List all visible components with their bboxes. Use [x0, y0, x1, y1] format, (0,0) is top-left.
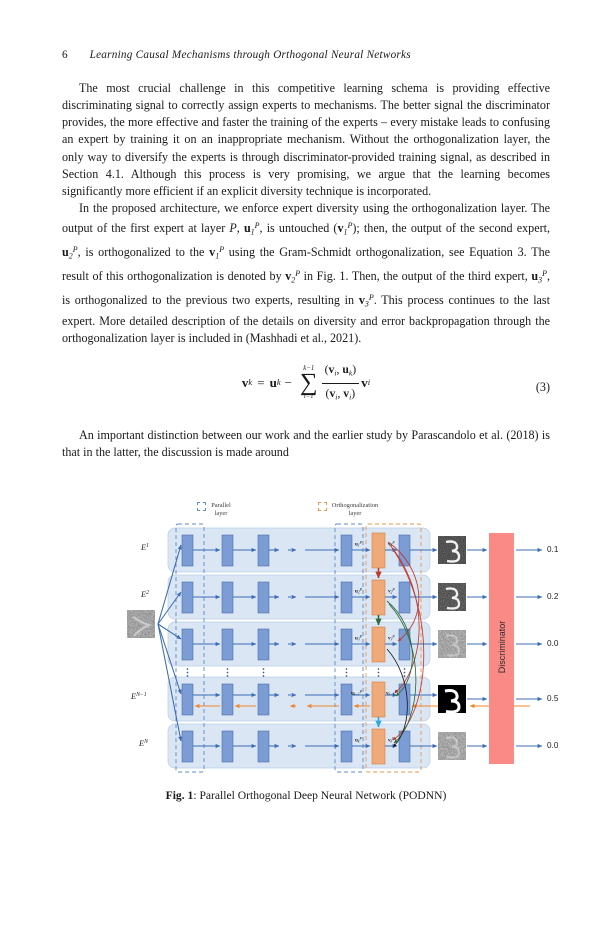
expert-label-5-sup: N — [144, 739, 148, 745]
expert-label-2: E2 — [141, 590, 149, 600]
running-head: 6 Learning Causal Mechanisms through Ort… — [62, 48, 550, 62]
discriminator-label: Discriminator — [497, 620, 507, 674]
running-title: Learning Causal Mechanisms through Ortho… — [89, 49, 411, 61]
legend-parallel-layer: Parallel layer — [182, 502, 246, 517]
u-label-5: ukP — [355, 737, 362, 744]
figure-caption: Fig. 1: Parallel Orthogonal Deep Neural … — [62, 789, 550, 802]
orthogonalization-block — [371, 579, 386, 616]
expert-row-4 — [181, 681, 530, 718]
u-label-3: u3P — [355, 635, 362, 642]
parallel-layer-swatch-icon — [197, 502, 207, 511]
expert-row-5 — [181, 728, 438, 765]
figure-1-diagram — [127, 523, 543, 773]
expert-output-images — [438, 536, 466, 760]
parallel-layer-dashed-boxes — [175, 523, 364, 773]
orthogonalization-dependency-arcs — [386, 541, 425, 748]
expert-bands — [167, 527, 431, 769]
digit-to-discriminator-arrows — [467, 547, 488, 749]
summation-operator: k−1 ∑ i=1 — [299, 364, 318, 400]
expert-rows — [181, 532, 530, 765]
discriminator-block — [489, 533, 514, 764]
expert-row-1 — [181, 532, 438, 569]
score-5: 0.0 — [547, 741, 559, 750]
legend-ortho-line2: layer — [348, 509, 362, 517]
u-label-1: u1P — [355, 541, 362, 548]
u-label-2: u2P — [355, 588, 362, 595]
v-label-2: v2P — [388, 588, 395, 595]
page-number: 6 — [62, 49, 68, 61]
v-label-1: v1P — [388, 541, 395, 548]
orthogonalization-block — [371, 532, 386, 569]
expert-label-4: EN−1 — [131, 692, 147, 702]
sum-upper-limit: k−1 — [303, 364, 315, 372]
score-4: 0.5 — [547, 694, 559, 703]
input-image — [127, 610, 155, 638]
orthogonalization-block — [371, 626, 386, 663]
expert-row-2 — [181, 579, 438, 616]
expert-label-5: EN — [139, 739, 148, 749]
figure-caption-prefix: Fig. 1 — [165, 789, 194, 802]
orthogonalization-layer-swatch-icon — [317, 502, 327, 511]
discriminator-output-arrows — [516, 547, 543, 749]
equation-number: (3) — [535, 379, 550, 394]
orthogonalization-block — [371, 681, 386, 718]
figure-caption-sep: : — [193, 789, 200, 802]
figure-caption-text: Parallel Orthogonal Deep Neural Network … — [199, 789, 447, 802]
legend-parallel-line1: Parallel — [211, 502, 231, 509]
sum-lower-limit: i=1 — [303, 392, 314, 400]
paragraph-1: The most crucial challenge in this compe… — [62, 81, 550, 198]
orthogonalization-block — [371, 728, 386, 765]
paragraph-3: An important distinction between our wor… — [62, 427, 550, 460]
expert-label-1-sup: 1 — [146, 543, 149, 549]
row-ellipsis — [186, 668, 406, 677]
paragraph-2: In the proposed architecture, we enforce… — [62, 201, 550, 345]
figure-1: Parallel layer Orthogonalization layer — [0, 497, 610, 827]
body-text: The most crucial challenge in this compe… — [62, 80, 550, 461]
orthogonalization-layer-dashed-box — [365, 523, 422, 773]
legend-parallel-line2: layer — [214, 509, 228, 517]
v-label-5: vkP — [388, 737, 395, 744]
expert-label-4-sup: N−1 — [136, 692, 147, 698]
expert-label-1: E1 — [141, 543, 149, 553]
u-label-4: uk−1P — [351, 690, 362, 697]
input-fanout-arrows — [157, 544, 183, 742]
expert-row-3 — [181, 626, 438, 663]
legend-orthogonalization-layer: Orthogonalization layer — [300, 502, 396, 517]
v-label-3: v3P — [388, 635, 395, 642]
legend-ortho-line1: Orthogonalization — [331, 502, 379, 509]
score-3: 0.0 — [547, 639, 559, 648]
score-1: 0.1 — [547, 545, 559, 554]
fraction: (vi, uk) (vi, vi) — [321, 361, 360, 405]
expert-label-2-sup: 2 — [146, 590, 149, 596]
score-2: 0.2 — [547, 592, 559, 601]
v-label-4: vk−1P — [386, 690, 397, 697]
